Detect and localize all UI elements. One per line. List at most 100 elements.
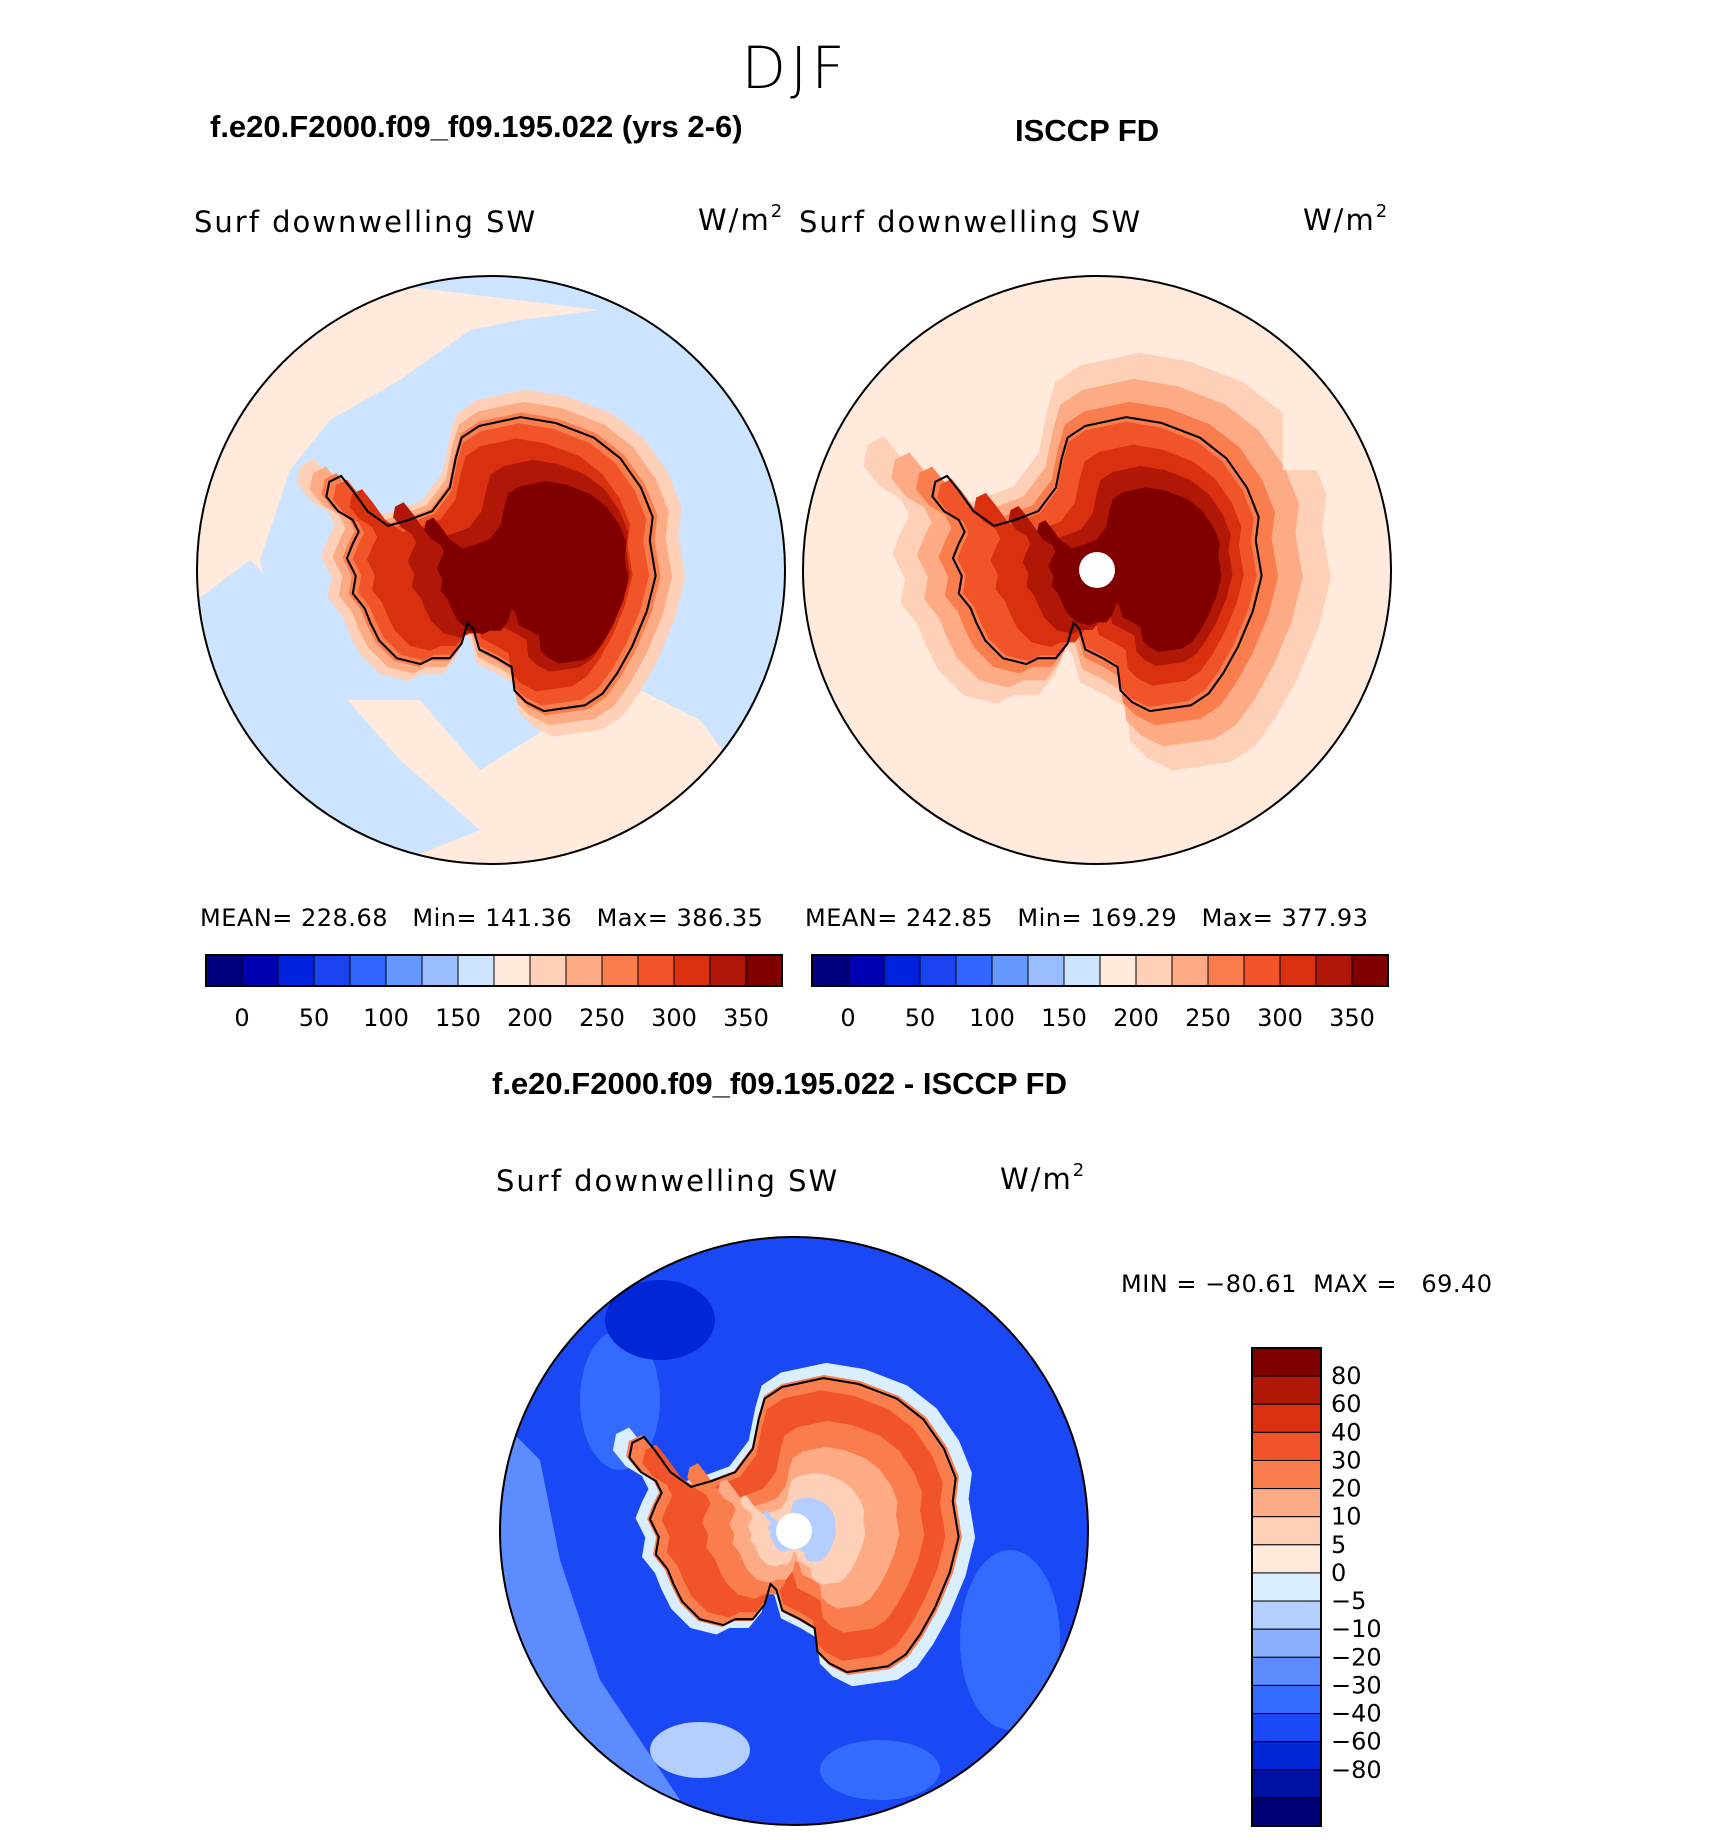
colorbar-tick-label: 5: [1331, 1531, 1346, 1559]
colorbar-box: [421, 954, 459, 987]
stats-obs: MEAN= 242.85 Min= 169.29 Max= 377.93: [805, 904, 1368, 932]
colorbar-box: [1251, 1797, 1322, 1827]
colorbar-box: [565, 954, 603, 987]
stat-mean-value: 242.85: [906, 904, 993, 932]
units-superscript: 2: [770, 201, 785, 223]
colorbar-tick-label: −80: [1331, 1756, 1382, 1784]
variable-label-obs: Surf downwelling SW: [799, 205, 1143, 239]
units-label-diff: W/m2: [1000, 1160, 1087, 1196]
colorbar-tick-label: 150: [435, 1004, 481, 1032]
colorbar-tick-label: 0: [234, 1004, 249, 1032]
colorbar-tick-label: −5: [1331, 1587, 1366, 1615]
colorbar-box: [601, 954, 639, 987]
colorbar-box: [349, 954, 387, 987]
colorbar-box: [883, 954, 921, 987]
colorbar-tick-label: −40: [1331, 1700, 1382, 1728]
units-text: W/m: [1303, 203, 1376, 237]
map-boundary: [499, 1236, 1089, 1826]
colorbar-box: [1315, 954, 1353, 987]
colorbar-tick-label: 80: [1331, 1362, 1362, 1390]
colorbar-box: [1251, 1347, 1322, 1377]
map-boundary: [196, 275, 786, 865]
colorbar-box: [493, 954, 531, 987]
colorbar-box: [1171, 954, 1209, 987]
colorbar-box: [1251, 1544, 1322, 1574]
stat-max-label: Max=: [596, 904, 669, 932]
colorbar-box: [277, 954, 315, 987]
units-superscript: 2: [1072, 1160, 1087, 1182]
stat-max-value: 377.93: [1281, 904, 1369, 932]
colorbar-model: 0 50 100 150 200 250 300 350: [205, 954, 783, 1032]
colorbar-box: [637, 954, 675, 987]
colorbar-tick-label: 150: [1041, 1004, 1087, 1032]
contour-fill-minus10: [650, 1722, 750, 1778]
colorbar-box: [1251, 1431, 1322, 1461]
colorbar-box: [1251, 1459, 1322, 1490]
colorbar-box: [313, 954, 351, 987]
map-boundary: [802, 275, 1392, 865]
colorbar-box: [1251, 1741, 1322, 1771]
colorbar-frame: [205, 954, 783, 987]
colorbar-box: [847, 954, 885, 987]
units-text: W/m: [698, 203, 771, 237]
colorbar-box: [1243, 954, 1281, 987]
panel-title-diff: f.e20.F2000.f09_f09.195.022 - ISCCP FD: [492, 1066, 1067, 1101]
colorbar-box: [919, 954, 957, 987]
colorbar-box: [241, 954, 279, 987]
colorbar-tick-label: 300: [651, 1004, 697, 1032]
units-text: W/m: [1000, 1162, 1073, 1196]
colorbar-tick-label: 0: [840, 1004, 855, 1032]
colorbar-box: [745, 954, 783, 987]
stats-diff: MIN = −80.61 MAX = 69.40: [1121, 1270, 1493, 1298]
colorbar-box: [1251, 1769, 1322, 1799]
colorbar-box: [457, 954, 495, 987]
stat-min-label: Min=: [412, 904, 478, 932]
colorbar-box: [811, 954, 849, 987]
colorbar-box: [1251, 1488, 1322, 1518]
contour-fill-minus30: [580, 1330, 660, 1470]
colorbar-box: [1279, 954, 1317, 987]
colorbar-box: [1251, 1403, 1322, 1433]
map-panel-diff: [499, 1236, 1089, 1826]
colorbar-box: [1207, 954, 1245, 987]
colorbar-tick-label: 20: [1331, 1475, 1362, 1503]
colorbar-tick-label: 10: [1331, 1503, 1362, 1531]
colorbar-box: [1251, 1684, 1322, 1715]
colorbar-tick-label: 50: [299, 1004, 330, 1032]
colorbar-box: [991, 954, 1029, 987]
colorbar-tick-label: 100: [363, 1004, 409, 1032]
map-panel-obs: [802, 275, 1392, 865]
pole-missing-data: [776, 1513, 812, 1549]
stat-min-label: Min=: [1017, 904, 1083, 932]
colorbar-tick-label: −30: [1331, 1671, 1382, 1699]
variable-label-diff: Surf downwelling SW: [496, 1164, 840, 1198]
colorbar-tick-label: −20: [1331, 1643, 1382, 1671]
colorbar-tick-label: −10: [1331, 1615, 1382, 1643]
colorbar-tick-label: 250: [1185, 1004, 1231, 1032]
stat-max-value: 386.35: [676, 904, 764, 932]
colorbar-box: [955, 954, 993, 987]
stats-model: MEAN= 228.68 Min= 141.36 Max= 386.35: [200, 904, 763, 932]
map-panel-model: [196, 275, 786, 865]
colorbar-tick-label: 350: [1329, 1004, 1375, 1032]
colorbar-box: [1251, 1516, 1322, 1546]
contour-fill-minus30-south: [820, 1740, 940, 1800]
colorbar-tick-label: 30: [1331, 1446, 1362, 1474]
colorbar-box: [1351, 954, 1389, 987]
colorbar-box: [1099, 954, 1137, 987]
colorbar-box: [529, 954, 567, 987]
colorbar-frame: [1251, 1347, 1322, 1827]
colorbar-obs: 0 50 100 150 200 250 300 350: [811, 954, 1389, 1032]
colorbar-tick-label: 40: [1331, 1418, 1362, 1446]
colorbar-box: [709, 954, 747, 987]
stat-mean-label: MEAN=: [805, 904, 898, 932]
contour-fill-minus60: [605, 1280, 715, 1360]
stat-min-value: 169.29: [1090, 904, 1178, 932]
pole-missing-data: [1079, 552, 1115, 588]
colorbar-box: [1135, 954, 1173, 987]
colorbar-box: [1251, 1600, 1322, 1630]
colorbar-box: [1251, 1375, 1322, 1405]
page-title: DJF: [741, 34, 849, 102]
panel-title-model: f.e20.F2000.f09_f09.195.022 (yrs 2-6): [210, 109, 743, 144]
